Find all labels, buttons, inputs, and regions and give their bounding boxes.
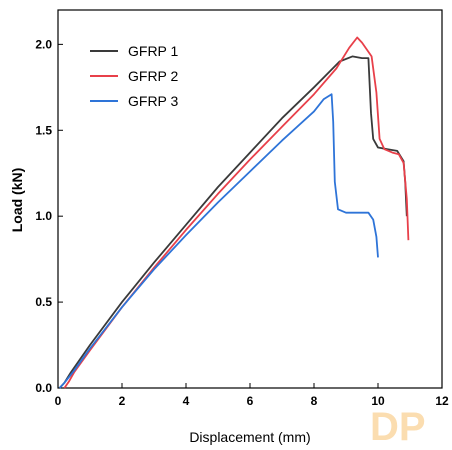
x-tick-label: 12 xyxy=(435,394,449,408)
x-tick-label: 0 xyxy=(55,394,62,408)
x-tick-labels: 0 2 4 6 8 10 12 xyxy=(55,394,449,408)
legend-label-gfrp-3: GFRP 3 xyxy=(128,93,179,109)
y-tick-labels: 0.0 0.5 1.0 1.5 2.0 xyxy=(35,37,52,395)
x-tick-label: 6 xyxy=(247,394,254,408)
y-tick-label: 0.0 xyxy=(35,381,52,395)
x-tick-label: 2 xyxy=(119,394,126,408)
y-tick-label: 1.5 xyxy=(35,123,52,137)
y-tick-label: 1.0 xyxy=(35,209,52,223)
x-tick-label: 10 xyxy=(371,394,385,408)
plot-frame xyxy=(57,9,443,389)
x-axis-title: Displacement (mm) xyxy=(189,429,310,445)
y-tick-label: 2.0 xyxy=(35,37,52,51)
y-tick-label: 0.5 xyxy=(35,295,52,309)
ticks xyxy=(57,43,443,389)
legend-label-gfrp-1: GFRP 1 xyxy=(128,43,179,59)
y-axis-title: Load (kN) xyxy=(9,168,25,233)
series-line-gfrp-1 xyxy=(58,55,408,389)
legend-label-gfrp-2: GFRP 2 xyxy=(128,68,179,84)
series-line-gfrp-3 xyxy=(58,93,379,389)
x-tick-label: 4 xyxy=(183,394,190,408)
x-tick-label: 8 xyxy=(311,394,318,408)
series-lines xyxy=(58,36,410,389)
watermark: DP xyxy=(370,405,426,449)
legend: GFRP 1 GFRP 2 GFRP 3 xyxy=(90,43,179,109)
svg-text:DP: DP xyxy=(370,405,426,449)
